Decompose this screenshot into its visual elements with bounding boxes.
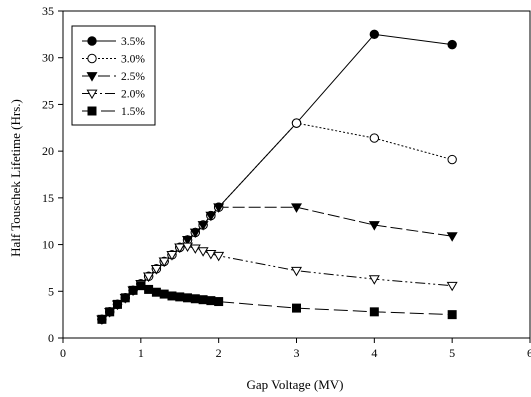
data-point (213, 203, 225, 213)
y-tick-label: 30 (42, 51, 54, 65)
data-point (158, 257, 170, 268)
data-point (174, 243, 186, 253)
x-tick-label: 2 (216, 346, 222, 360)
data-point (368, 221, 380, 231)
y-tick-label: 5 (48, 284, 54, 298)
data-point (214, 297, 224, 307)
data-point (150, 265, 162, 275)
data-point (189, 228, 201, 239)
data-point (97, 314, 107, 324)
data-point (159, 289, 169, 299)
data-point (369, 133, 380, 143)
legend-marker (87, 106, 97, 116)
data-point (446, 232, 458, 242)
data-point (369, 307, 379, 317)
legend-label: 2.5% (121, 71, 145, 83)
series-markers-1.5% (97, 281, 457, 324)
x-tick-label: 5 (449, 346, 455, 360)
x-tick-label: 4 (371, 346, 377, 360)
data-point (292, 303, 301, 313)
data-point (183, 293, 193, 303)
plot-axes: 0 1 2 3 4 5 6 0 5 10 15 20 25 30 35 (42, 4, 531, 360)
x-tick-label: 3 (294, 346, 300, 360)
data-point (368, 275, 380, 285)
data-point (198, 295, 208, 305)
data-point (128, 285, 138, 295)
legend-label: 1.5% (121, 106, 145, 118)
data-point (166, 250, 178, 261)
series-2.5% (101, 206, 453, 320)
data-point (144, 284, 154, 294)
y-tick-label: 20 (42, 144, 54, 158)
y-tick-label: 10 (42, 238, 54, 252)
data-point (205, 211, 217, 222)
data-point (182, 236, 194, 246)
series-line (101, 245, 453, 320)
data-point (151, 287, 161, 297)
data-point (447, 154, 457, 165)
data-point (105, 307, 115, 317)
y-tick-label: 0 (48, 331, 54, 345)
legend-marker (86, 89, 98, 100)
data-point (205, 250, 217, 260)
y-tick-label: 35 (42, 4, 54, 18)
data-point (175, 292, 185, 302)
y-tick-label: 15 (42, 191, 54, 205)
data-point (120, 293, 130, 303)
data-point (190, 294, 200, 304)
y-tick-label: 25 (42, 97, 54, 111)
data-point (197, 247, 209, 257)
series-line (101, 206, 453, 320)
data-point (189, 244, 201, 254)
x-axis-label: Gap Voltage (MV) (246, 377, 343, 392)
data-point (447, 39, 457, 50)
x-tick-label: 6 (527, 346, 531, 360)
data-point (197, 221, 209, 231)
data-point (291, 266, 302, 277)
legend-label: 3.0% (121, 54, 145, 66)
data-point (213, 251, 225, 262)
data-point (291, 203, 302, 213)
data-point (143, 272, 155, 282)
data-point (112, 299, 122, 309)
legend-label: 2.0% (121, 89, 145, 101)
data-point (446, 281, 458, 292)
legend-marker (87, 53, 97, 64)
data-point (291, 118, 302, 128)
x-tick-label: 1 (138, 346, 144, 360)
data-point (369, 29, 380, 40)
data-point (136, 281, 146, 291)
legend-label: 3.5% (121, 36, 145, 48)
legend-marker (86, 72, 98, 82)
series-markers-2.5% (96, 203, 458, 325)
series-2.0% (101, 245, 453, 320)
data-point (182, 242, 194, 253)
data-point (206, 296, 216, 306)
x-tick-label: 0 (60, 346, 66, 360)
data-point (447, 310, 457, 320)
legend: 3.5% 3.0% 2.5% 2.0% 1.5% (71, 25, 156, 126)
series-markers-2.0% (96, 242, 458, 325)
y-axis-label: Half Touschek Lifetime (Hrs.) (8, 99, 23, 257)
legend-marker (87, 36, 97, 46)
series-layer (96, 29, 458, 325)
data-point (167, 291, 177, 301)
